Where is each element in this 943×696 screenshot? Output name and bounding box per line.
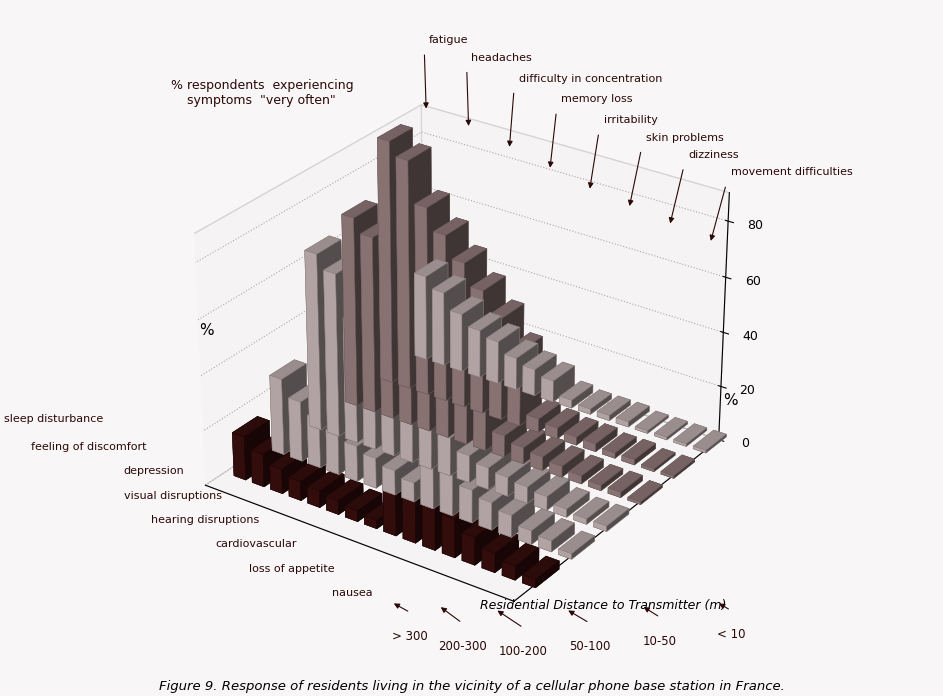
Text: cardiovascular: cardiovascular — [216, 539, 297, 549]
Text: memory loss: memory loss — [561, 95, 633, 104]
Text: > 300: > 300 — [392, 630, 428, 643]
Text: movement difficulties: movement difficulties — [731, 168, 852, 177]
Text: irritability: irritability — [604, 116, 657, 125]
Text: nausea: nausea — [332, 588, 372, 598]
Text: fatigue: fatigue — [429, 35, 469, 45]
Text: depression: depression — [124, 466, 184, 476]
Text: headaches: headaches — [472, 53, 532, 63]
Text: skin problems: skin problems — [646, 133, 723, 143]
Text: 200-300: 200-300 — [438, 640, 487, 654]
Text: difficulty in concentration: difficulty in concentration — [519, 74, 662, 84]
Text: 50-100: 50-100 — [569, 640, 610, 654]
Text: Figure 9. Response of residents living in the vicinity of a cellular phone base : Figure 9. Response of residents living i… — [158, 679, 785, 693]
Text: %: % — [723, 393, 738, 408]
Text: sleep disturbance: sleep disturbance — [5, 414, 104, 424]
Text: %: % — [199, 323, 213, 338]
Text: < 10: < 10 — [717, 628, 745, 641]
Text: % respondents  experiencing
    symptoms  "very often": % respondents experiencing symptoms "ver… — [171, 79, 354, 107]
Text: visual disruptions: visual disruptions — [124, 491, 222, 500]
Text: feeling of discomfort: feeling of discomfort — [31, 442, 146, 452]
Text: hearing disruptions: hearing disruptions — [151, 515, 259, 525]
Text: 100-200: 100-200 — [499, 645, 548, 658]
Text: loss of appetite: loss of appetite — [249, 564, 335, 574]
Text: 10-50: 10-50 — [643, 635, 677, 648]
Text: Residential Distance to Transmitter (m): Residential Distance to Transmitter (m) — [480, 599, 727, 612]
Text: dizziness: dizziness — [688, 150, 739, 160]
